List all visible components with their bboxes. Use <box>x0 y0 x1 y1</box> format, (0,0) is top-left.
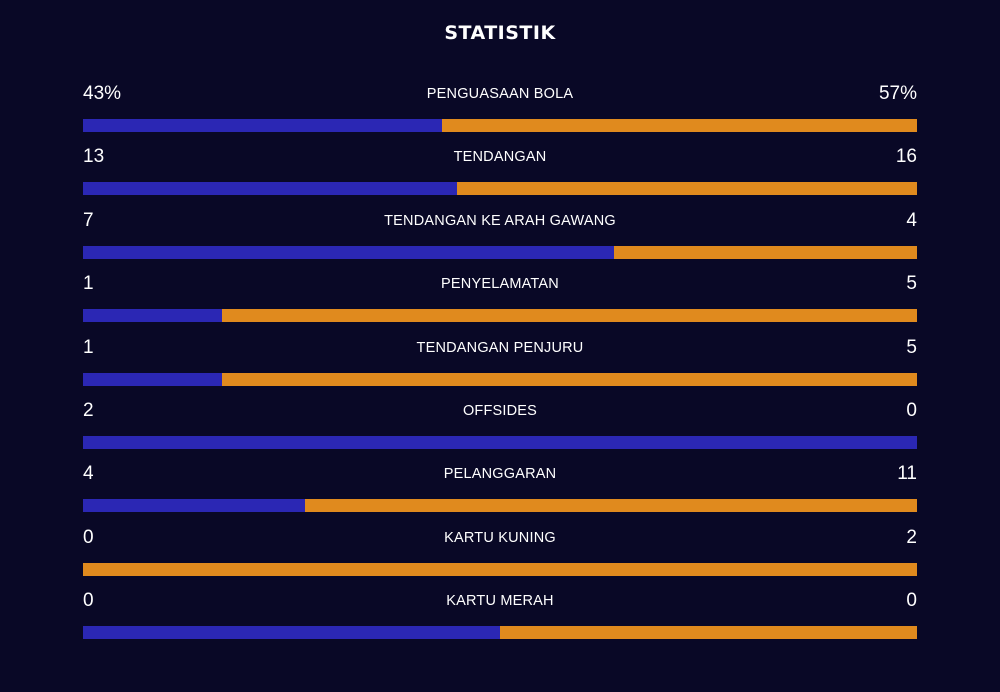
stat-bar <box>83 182 917 196</box>
away-value: 16 <box>895 146 917 168</box>
away-value: 57% <box>878 83 917 104</box>
stat-bar <box>83 245 917 259</box>
away-value: 2 <box>906 526 917 548</box>
away-bar-segment <box>222 309 917 323</box>
home-bar-segment <box>83 372 223 386</box>
stat-label: PENGUASAAN BOLA <box>426 86 574 102</box>
stat-label: TENDANGAN PENJURU <box>416 339 584 356</box>
home-value: 1 <box>83 336 94 358</box>
stat-row: 2 OFFSIDES 0 <box>83 397 917 460</box>
stat-row: 1 PENYELAMATAN 5 <box>83 270 917 333</box>
away-value: 4 <box>906 209 917 231</box>
stat-label: KARTU MERAH <box>446 593 554 610</box>
away-value: 0 <box>906 590 917 612</box>
stat-bar <box>83 119 917 132</box>
stat-bar <box>83 435 917 449</box>
home-value: 2 <box>83 399 94 421</box>
away-value: 11 <box>897 463 917 485</box>
away-value: 0 <box>906 399 917 421</box>
home-value: 13 <box>83 146 105 168</box>
stat-label: TENDANGAN KE ARAH GAWANG <box>384 212 616 229</box>
away-bar-segment <box>222 372 917 386</box>
away-bar-segment <box>456 182 917 196</box>
stat-bar <box>83 499 917 513</box>
stat-bar <box>83 562 917 576</box>
stat-row: 1 TENDANGAN PENJURU 5 <box>83 334 917 397</box>
stats-title: STATISTIK <box>444 22 556 44</box>
stat-row: 0 KARTU MERAH 0 <box>83 587 917 650</box>
home-bar-segment <box>83 182 457 196</box>
home-bar-segment <box>83 499 306 513</box>
home-bar-segment <box>83 245 614 259</box>
away-bar-segment <box>441 119 917 132</box>
away-bar-segment <box>83 562 917 576</box>
home-bar-segment <box>83 309 223 323</box>
stat-bar <box>83 309 917 323</box>
home-value: 0 <box>83 526 94 548</box>
home-bar-segment <box>83 626 500 640</box>
stat-bar <box>83 626 917 640</box>
away-bar-segment <box>613 245 917 259</box>
stat-row: 43% PENGUASAAN BOLA 57% <box>83 80 917 143</box>
home-value: 4 <box>83 463 94 485</box>
home-bar-segment <box>83 119 442 132</box>
home-value: 0 <box>83 590 94 612</box>
home-bar-segment <box>83 435 917 449</box>
stat-row: 13 TENDANGAN 16 <box>83 143 917 206</box>
away-value: 5 <box>906 273 917 295</box>
stat-row: 0 KARTU KUNING 2 <box>83 524 917 587</box>
home-value: 1 <box>83 273 94 295</box>
stat-label: KARTU KUNING <box>444 529 556 546</box>
stat-row: 7 TENDANGAN KE ARAH GAWANG 4 <box>83 207 917 270</box>
stat-row: 4 PELANGGARAN 11 <box>83 460 917 523</box>
stat-label: TENDANGAN <box>453 149 547 166</box>
home-value: 43% <box>83 83 122 104</box>
stat-bar <box>83 372 917 386</box>
stat-label: PELANGGARAN <box>443 466 557 483</box>
away-bar-segment <box>500 626 917 640</box>
stat-label: OFFSIDES <box>462 402 538 419</box>
stats-list: 43% PENGUASAAN BOLA 57% 13 TENDANGAN 16 7 TENDA… <box>83 80 917 651</box>
away-value: 5 <box>906 336 917 358</box>
stat-label: PENYELAMATAN <box>441 276 559 293</box>
home-value: 7 <box>83 209 94 231</box>
away-bar-segment <box>305 499 917 513</box>
